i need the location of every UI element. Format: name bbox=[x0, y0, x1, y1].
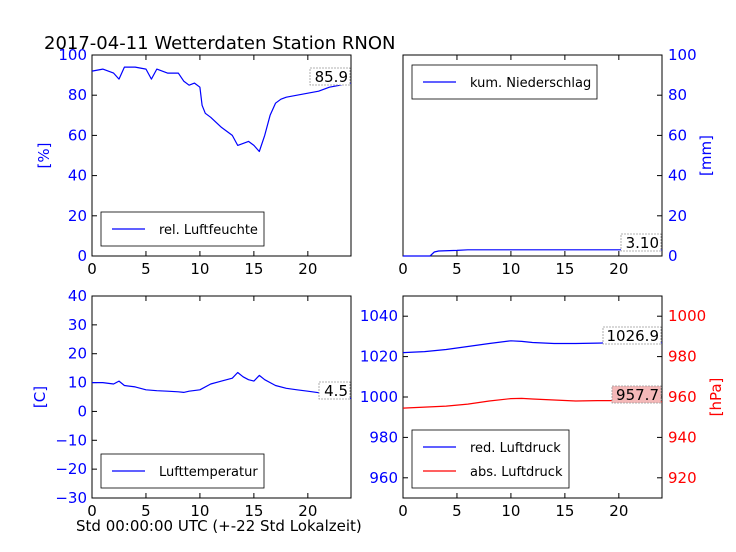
y-tick-label: 20 bbox=[668, 207, 687, 225]
x-tick-label: 10 bbox=[501, 502, 520, 520]
y-tick-label: 20 bbox=[68, 345, 87, 363]
x-tick-label: 0 bbox=[87, 260, 97, 278]
y-tick-label: 0 bbox=[77, 402, 87, 420]
x-tick-label: 5 bbox=[141, 260, 151, 278]
last-value-label-abs-pressure: 957.7 bbox=[616, 386, 659, 404]
plot-area-humidity bbox=[91, 54, 352, 257]
legend bbox=[411, 429, 570, 489]
y-tick-label: 80 bbox=[68, 86, 87, 104]
x-tick-label: 0 bbox=[87, 502, 97, 520]
y-tick-label: 60 bbox=[668, 126, 687, 144]
legend-label: rel. Luftfeuchte bbox=[159, 223, 258, 238]
y-tick-label: 10 bbox=[68, 374, 87, 392]
legend-label: Lufttemperatur bbox=[159, 465, 258, 480]
series-line-temperature bbox=[92, 371, 352, 399]
x-tick-label: 20 bbox=[609, 260, 628, 278]
plot-area-precipitation bbox=[402, 54, 663, 257]
x-tick-label: 15 bbox=[555, 260, 574, 278]
y-tick-label: 40 bbox=[668, 167, 687, 185]
x-tick-label: 10 bbox=[190, 260, 209, 278]
last-value-label-red-pressure: 1026.9 bbox=[607, 327, 660, 345]
y-tick-label: 30 bbox=[68, 316, 87, 334]
series-line-humidity bbox=[91, 66, 352, 153]
y-tick-label: 980 bbox=[668, 348, 697, 366]
y-axis-label: [C] bbox=[31, 386, 49, 408]
last-value-label-red-pressure-box bbox=[602, 326, 662, 345]
x-tick-label: 15 bbox=[555, 502, 574, 520]
y-tick-label: 1020 bbox=[360, 348, 398, 366]
last-value-label: 4.5 bbox=[324, 382, 348, 400]
x-tick-label: 15 bbox=[244, 260, 263, 278]
y-tick-label: 940 bbox=[668, 428, 697, 446]
x-tick-label: 20 bbox=[609, 502, 628, 520]
x-tick-label: 10 bbox=[501, 260, 520, 278]
x-tick-label: 0 bbox=[398, 260, 408, 278]
y-tick-label: 100 bbox=[58, 46, 87, 64]
y-tick-label: 1000 bbox=[668, 307, 706, 325]
y-axis-label: [mm] bbox=[697, 135, 715, 176]
y-tick-label: 1000 bbox=[360, 388, 398, 406]
y-axis-label: [%] bbox=[35, 143, 53, 169]
y-tick-label: 40 bbox=[68, 167, 87, 185]
last-value-label-abs-pressure-box bbox=[611, 385, 662, 404]
x-tick-label: 10 bbox=[190, 502, 209, 520]
last-value-label: 3.10 bbox=[626, 234, 659, 252]
y-tick-label: 920 bbox=[668, 469, 697, 487]
y-tick-label: 0 bbox=[77, 247, 87, 265]
plot-area-temperature bbox=[91, 295, 352, 499]
x-tick-label: 5 bbox=[452, 502, 462, 520]
legend-label: abs. Luftdruck bbox=[470, 465, 563, 480]
x-tick-label: 5 bbox=[141, 502, 151, 520]
y-tick-label: 980 bbox=[369, 428, 398, 446]
last-value-label: 85.9 bbox=[315, 68, 348, 86]
x-tick-label: 20 bbox=[298, 502, 317, 520]
y-tick-label: 100 bbox=[668, 46, 697, 64]
y-axis-label-right: [hPa] bbox=[707, 378, 725, 417]
x-tick-label: 15 bbox=[244, 502, 263, 520]
series-line-precipitation bbox=[403, 249, 662, 257]
last-value-label-box bbox=[318, 381, 351, 400]
last-value-label-box bbox=[620, 233, 662, 252]
y-tick-label: −10 bbox=[55, 431, 87, 449]
x-axis-label: Std 00:00:00 UTC (+-22 Std Lokalzeit) bbox=[76, 517, 362, 535]
y-tick-label: −20 bbox=[55, 460, 87, 478]
x-tick-label: 20 bbox=[298, 260, 317, 278]
y-tick-label: 80 bbox=[668, 86, 687, 104]
y-tick-label: 0 bbox=[668, 247, 678, 265]
chart-title: 2017-04-11 Wetterdaten Station RNON bbox=[44, 33, 395, 54]
y-tick-label: 20 bbox=[68, 207, 87, 225]
y-tick-label: 960 bbox=[668, 388, 697, 406]
x-tick-label: 0 bbox=[398, 502, 408, 520]
legend-label: red. Luftdruck bbox=[470, 441, 561, 456]
last-value-label-box bbox=[309, 67, 351, 86]
y-tick-label: 60 bbox=[68, 126, 87, 144]
y-tick-label: 40 bbox=[68, 287, 87, 305]
legend-label: kum. Niederschlag bbox=[470, 76, 591, 91]
x-tick-label: 5 bbox=[452, 260, 462, 278]
y-tick-label: 960 bbox=[369, 469, 398, 487]
y-tick-label: 1040 bbox=[360, 307, 398, 325]
y-tick-label: −30 bbox=[55, 489, 87, 507]
